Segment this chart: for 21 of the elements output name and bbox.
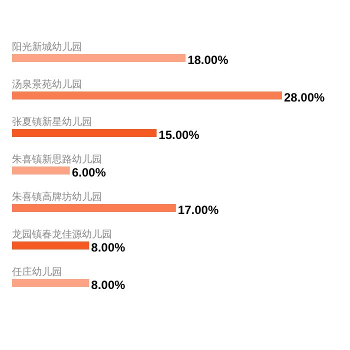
bar bbox=[12, 129, 157, 137]
y-tick-label: 龙园镇春龙佳源幼儿园 bbox=[12, 228, 112, 240]
y-tick-label: 阳光新城幼儿园 bbox=[12, 41, 82, 53]
y-tick-label: 朱喜镇高牌坊幼儿园 bbox=[12, 191, 102, 203]
y-tick-label: 朱喜镇新思路幼儿园 bbox=[12, 154, 102, 166]
bar bbox=[12, 204, 176, 212]
data-label: 8.00% bbox=[91, 240, 126, 254]
data-label: 15.00% bbox=[158, 128, 200, 142]
data-label: 17.00% bbox=[178, 203, 219, 217]
bar bbox=[12, 166, 70, 174]
bar bbox=[12, 92, 282, 100]
bar bbox=[12, 242, 90, 250]
y-tick-label: 汤泉景苑幼儿园 bbox=[12, 78, 82, 90]
y-tick-label: 任庄幼儿园 bbox=[11, 266, 62, 278]
bar bbox=[12, 54, 186, 62]
data-label: 6.00% bbox=[72, 166, 106, 180]
bar bbox=[12, 279, 90, 287]
data-label: 18.00% bbox=[188, 53, 229, 67]
y-tick-label: 张夏镇新星幼儿园 bbox=[12, 116, 92, 128]
data-label: 28.00% bbox=[284, 90, 326, 104]
data-label: 8.00% bbox=[91, 278, 126, 292]
